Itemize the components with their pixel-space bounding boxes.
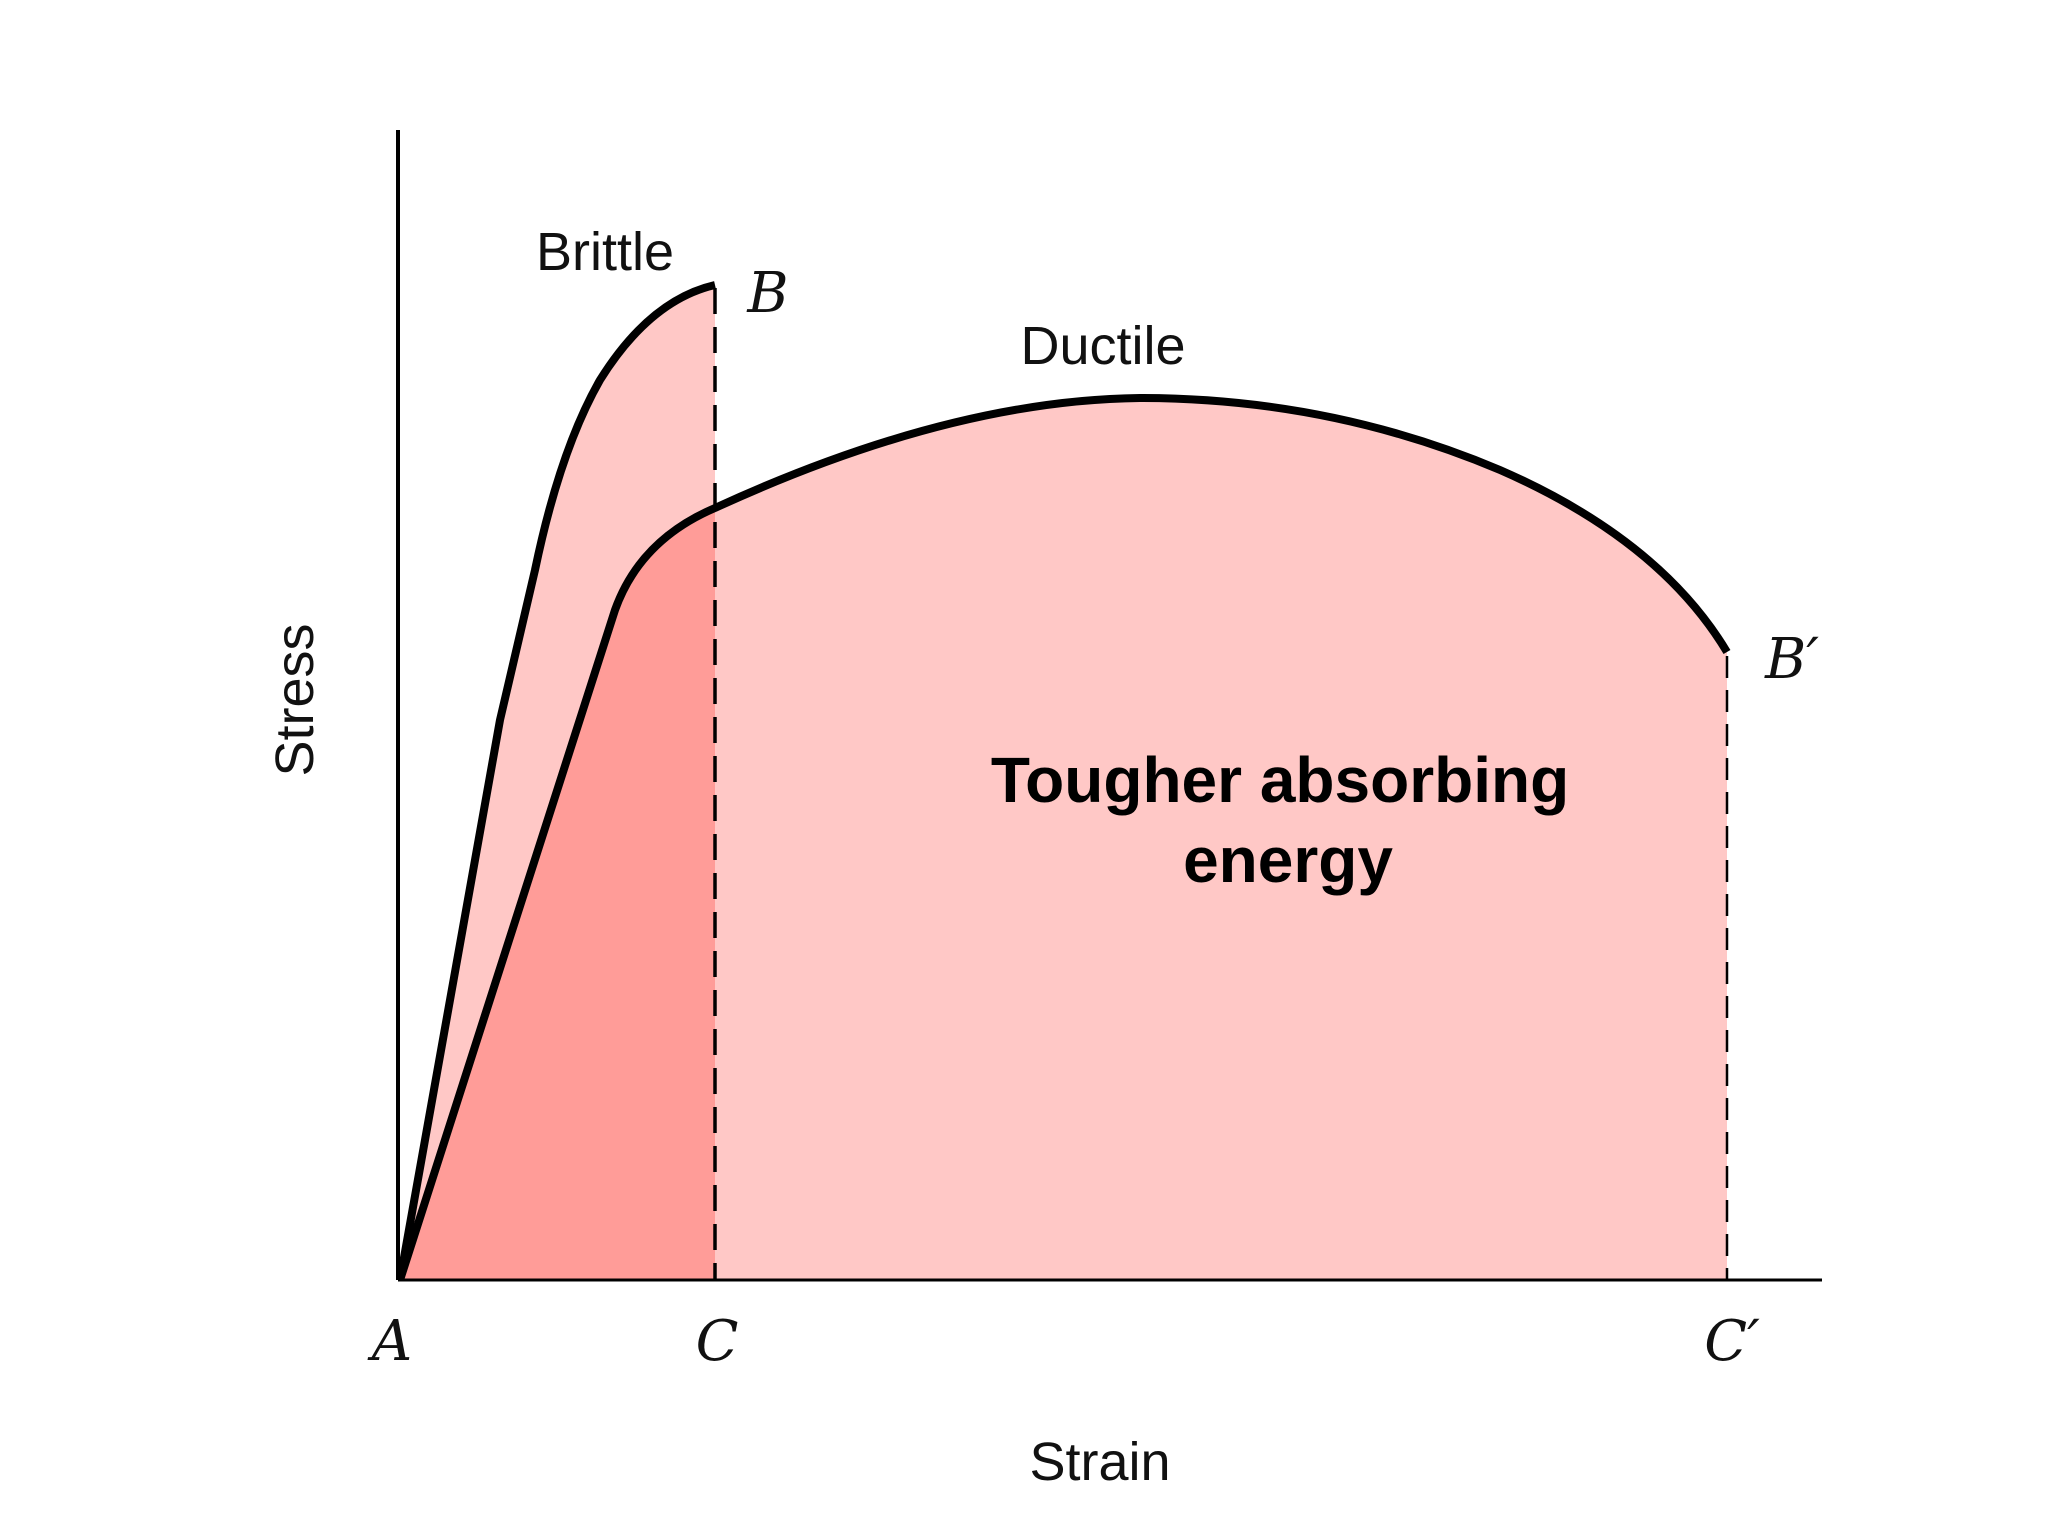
point-c-prime-label: C′ [1704,1309,1760,1374]
ductile-label: Ductile [1020,316,1185,376]
brittle-label: Brittle [536,222,674,282]
overlap-area [400,508,715,1280]
annotation-line-2: energy [1183,824,1393,896]
brittle-curve [396,281,716,1281]
ductile-area [400,398,1727,1280]
point-c-label: C [696,1309,739,1374]
point-b-label: B [746,261,788,326]
point-a-label: A [367,1309,412,1374]
annotation-line-1: Tougher absorbing [991,744,1569,816]
point-b-prime-label: B′ [1764,627,1819,692]
x-axis-label: Strain [1029,1432,1170,1492]
y-axis-label: Stress [265,623,325,776]
ductile-curve [396,394,1731,1282]
